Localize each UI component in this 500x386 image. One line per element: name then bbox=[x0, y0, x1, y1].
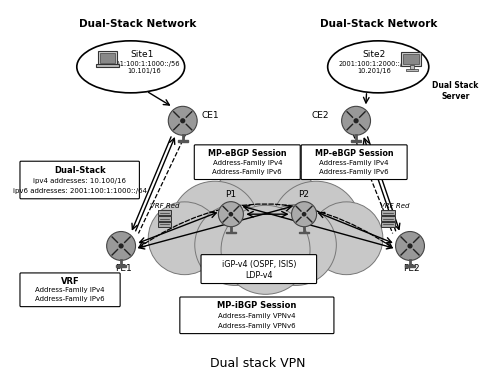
Bar bbox=[300, 232, 309, 234]
Text: Site1: Site1 bbox=[130, 50, 154, 59]
Text: Address-Family IPv4: Address-Family IPv4 bbox=[212, 160, 282, 166]
Text: Address-Family IPv4: Address-Family IPv4 bbox=[36, 287, 105, 293]
Text: ipv4 addresses: 10.100/16: ipv4 addresses: 10.100/16 bbox=[33, 178, 126, 183]
Text: Address-Family VPNv6: Address-Family VPNv6 bbox=[218, 323, 296, 329]
Bar bbox=[352, 140, 361, 142]
Text: VRF Red: VRF Red bbox=[150, 203, 179, 208]
Text: Address-Family VPNv4: Address-Family VPNv4 bbox=[218, 313, 296, 319]
Circle shape bbox=[170, 181, 260, 270]
Text: CE1: CE1 bbox=[202, 112, 220, 120]
Text: PE1: PE1 bbox=[114, 264, 132, 273]
Circle shape bbox=[342, 106, 370, 135]
Bar bbox=[96, 64, 119, 67]
Bar bbox=[405, 265, 415, 267]
Bar bbox=[381, 210, 394, 215]
Text: Dual stack VPN: Dual stack VPN bbox=[210, 357, 306, 370]
Circle shape bbox=[302, 213, 306, 216]
FancyBboxPatch shape bbox=[20, 273, 120, 306]
FancyBboxPatch shape bbox=[180, 297, 334, 334]
Text: Address-Family IPv6: Address-Family IPv6 bbox=[320, 169, 389, 175]
Circle shape bbox=[256, 205, 336, 286]
Text: 2001:100:1:1000::/56
10.101/16: 2001:100:1:1000::/56 10.101/16 bbox=[108, 61, 180, 74]
Text: ipv6 addresses: 2001:100:1:1000::/64: ipv6 addresses: 2001:100:1:1000::/64 bbox=[12, 188, 146, 194]
Text: MP-eBGP Session: MP-eBGP Session bbox=[208, 149, 286, 158]
Text: Site2: Site2 bbox=[363, 50, 386, 59]
Text: P1: P1 bbox=[226, 190, 236, 200]
Circle shape bbox=[205, 160, 326, 282]
Bar bbox=[404, 54, 418, 64]
Bar bbox=[226, 232, 235, 234]
Text: MP-eBGP Session: MP-eBGP Session bbox=[315, 149, 394, 158]
Circle shape bbox=[119, 244, 123, 248]
Circle shape bbox=[310, 202, 383, 275]
Text: P2: P2 bbox=[298, 190, 310, 200]
Bar bbox=[406, 69, 417, 71]
Circle shape bbox=[292, 201, 316, 227]
Circle shape bbox=[354, 119, 358, 123]
Circle shape bbox=[181, 119, 184, 123]
FancyBboxPatch shape bbox=[301, 145, 407, 179]
FancyBboxPatch shape bbox=[201, 255, 316, 284]
Circle shape bbox=[408, 244, 412, 248]
Circle shape bbox=[272, 181, 360, 270]
Text: CE2: CE2 bbox=[312, 112, 329, 120]
Text: Dual-Stack Network: Dual-Stack Network bbox=[79, 19, 196, 29]
Circle shape bbox=[148, 202, 221, 275]
Bar bbox=[158, 216, 171, 221]
Bar bbox=[178, 140, 188, 142]
Circle shape bbox=[218, 201, 244, 227]
Bar bbox=[98, 51, 117, 65]
Circle shape bbox=[221, 205, 310, 294]
Text: PE2: PE2 bbox=[404, 264, 420, 273]
Text: Address-Family IPv4: Address-Family IPv4 bbox=[320, 160, 389, 166]
Bar bbox=[158, 210, 171, 215]
Circle shape bbox=[230, 213, 232, 216]
Bar bbox=[402, 52, 420, 66]
Text: VRF: VRF bbox=[60, 277, 80, 286]
Text: iGP-v4 (OSPF, ISIS): iGP-v4 (OSPF, ISIS) bbox=[222, 260, 296, 269]
Text: Dual Stack
Server: Dual Stack Server bbox=[432, 81, 478, 101]
Bar bbox=[381, 216, 394, 221]
Text: Address-Family IPv6: Address-Family IPv6 bbox=[212, 169, 282, 175]
Text: VRF Red: VRF Red bbox=[380, 203, 410, 208]
Bar bbox=[100, 53, 116, 63]
Text: 2001:100:1:2000::/56
10.201/16: 2001:100:1:2000::/56 10.201/16 bbox=[338, 61, 410, 74]
Text: Dual-Stack Network: Dual-Stack Network bbox=[320, 19, 437, 29]
Circle shape bbox=[195, 205, 276, 286]
Text: MP-iBGP Session: MP-iBGP Session bbox=[217, 301, 296, 310]
Text: Address-Family IPv6: Address-Family IPv6 bbox=[35, 296, 105, 302]
Text: Dual-Stack: Dual-Stack bbox=[54, 166, 106, 175]
Bar bbox=[410, 65, 414, 69]
Bar bbox=[116, 265, 126, 267]
Text: LDP-v4: LDP-v4 bbox=[245, 271, 272, 279]
Bar bbox=[381, 222, 394, 227]
Circle shape bbox=[106, 232, 136, 261]
Circle shape bbox=[396, 232, 424, 261]
Bar bbox=[158, 222, 171, 227]
FancyBboxPatch shape bbox=[20, 161, 140, 199]
FancyBboxPatch shape bbox=[194, 145, 300, 179]
Circle shape bbox=[168, 106, 197, 135]
